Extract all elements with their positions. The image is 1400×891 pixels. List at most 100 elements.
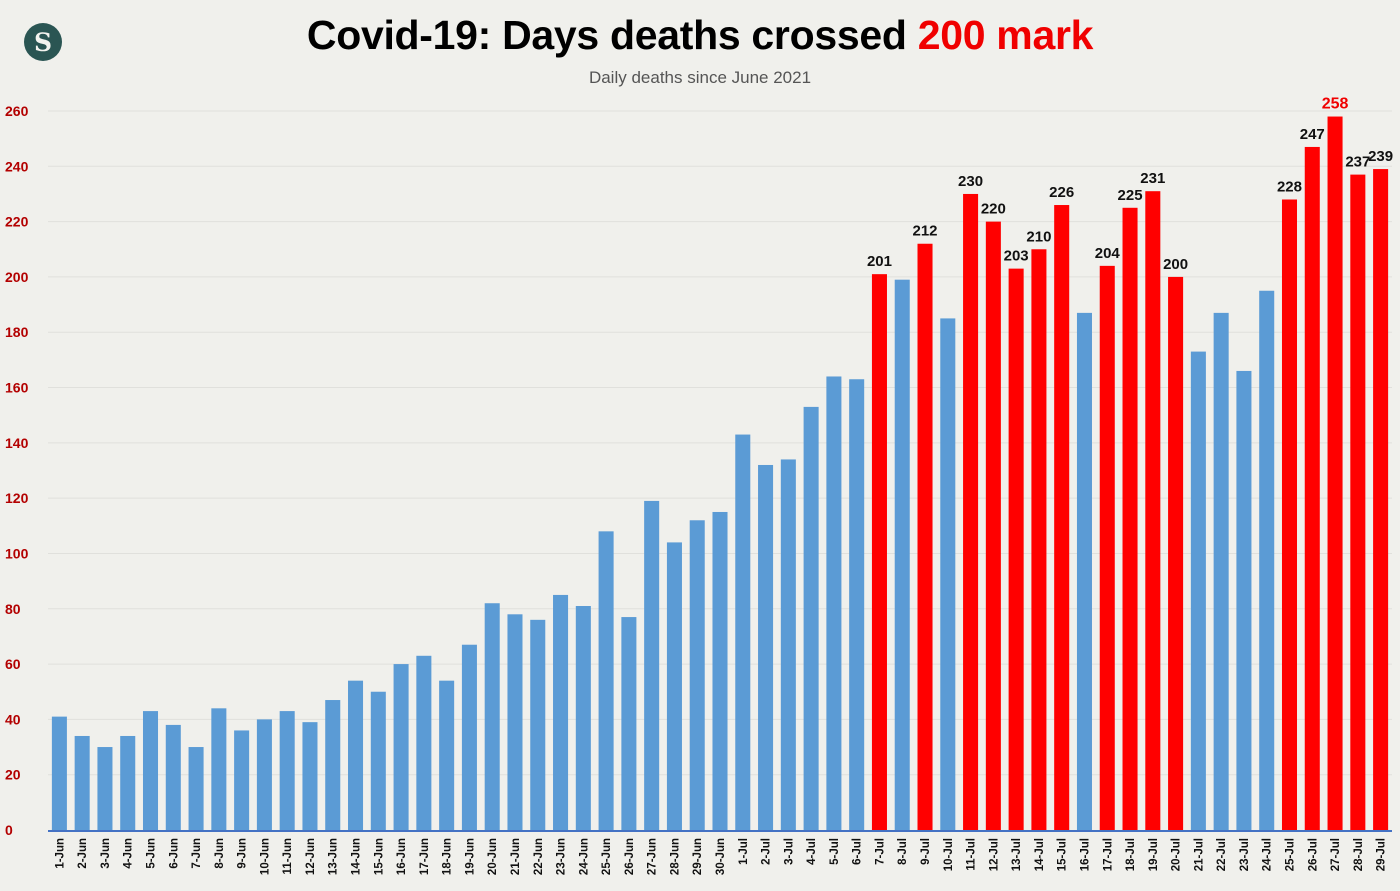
y-tick-label: 160 (5, 380, 29, 396)
bar (120, 735, 136, 830)
y-tick-label: 240 (5, 158, 29, 174)
y-tick-label: 40 (5, 711, 21, 727)
bar (142, 711, 159, 830)
bar (370, 691, 386, 830)
chart-title-main: Covid-19: Days deaths crossed (306, 12, 918, 58)
x-tick-label: 7-Jun (191, 838, 203, 869)
x-tick-label: 27-Jul (1330, 838, 1342, 871)
data-label: 230 (958, 173, 983, 190)
data-label: 203 (1004, 248, 1029, 265)
x-tick-label: 13-Jun (328, 838, 340, 875)
x-tick-label: 16-Jul (1079, 838, 1091, 871)
x-tick-label: 17-Jul (1102, 838, 1114, 871)
x-tick-label: 6-Jun (168, 838, 180, 869)
bar (1213, 312, 1229, 831)
bar (826, 376, 842, 830)
y-tick-label: 140 (5, 435, 29, 451)
bar (1259, 290, 1275, 830)
bar (211, 708, 227, 830)
bar (575, 606, 591, 830)
bar (780, 459, 796, 830)
y-tick-label: 220 (5, 214, 29, 230)
bar (325, 700, 341, 830)
bar (1168, 276, 1184, 830)
bar (279, 711, 295, 830)
chart-title-highlight: 200 mark (917, 12, 1094, 58)
bar (188, 747, 204, 830)
data-label: 200 (1163, 256, 1188, 273)
x-tick-label: 15-Jun (373, 838, 385, 875)
bar (985, 221, 1001, 831)
y-tick-label: 100 (5, 545, 29, 561)
x-tick-label: 4-Jul (806, 838, 818, 865)
logo-glyph: S (33, 27, 53, 57)
chart-subtitle: Daily deaths since June 2021 (588, 68, 812, 87)
x-tick-label: 24-Jul (1262, 838, 1274, 871)
y-tick-label: 60 (5, 656, 21, 672)
bar (621, 617, 637, 830)
data-label: 228 (1277, 178, 1302, 195)
bar (439, 680, 455, 830)
bar (803, 406, 819, 830)
bar (416, 655, 432, 830)
x-tick-label: 24-Jun (578, 838, 590, 875)
x-tick-label: 30-Jun (715, 838, 727, 875)
bar (165, 724, 181, 830)
x-tick-label: 8-Jul (897, 838, 909, 865)
bar (1350, 174, 1366, 830)
bar (1008, 268, 1024, 830)
bar (1031, 249, 1047, 830)
x-tick-label: 14-Jul (1034, 838, 1046, 871)
x-tick-label: 28-Jul (1353, 838, 1365, 871)
x-tick-label: 12-Jul (988, 838, 1000, 871)
bar (735, 434, 751, 830)
x-tick-label: 20-Jul (1171, 838, 1183, 871)
x-tick-label: 3-Jul (783, 838, 795, 865)
data-label: 247 (1300, 126, 1325, 143)
data-label: 201 (867, 253, 892, 270)
bar (51, 716, 67, 830)
x-tick-label: 10-Jun (259, 838, 271, 875)
x-tick-label: 1-Jun (54, 838, 66, 869)
bar (598, 531, 614, 830)
bar (1304, 146, 1320, 830)
bar (484, 603, 500, 830)
data-label-peak: 258 (1322, 96, 1349, 113)
x-tick-label: 22-Jun (533, 838, 545, 875)
bar (461, 644, 477, 830)
bar (644, 500, 660, 830)
publisher-logo: S (24, 23, 62, 61)
y-tick-label: 0 (5, 822, 13, 838)
x-tick-label: 10-Jul (943, 838, 955, 871)
x-tick-label: 16-Jun (396, 838, 408, 875)
x-tick-label: 19-Jun (464, 838, 476, 875)
data-label: 231 (1140, 170, 1165, 187)
data-label: 210 (1026, 228, 1051, 245)
x-tick-label: 13-Jul (1011, 838, 1023, 871)
y-tick-label: 80 (5, 601, 21, 617)
x-tick-label: 1-Jul (738, 838, 750, 865)
data-label: 220 (981, 201, 1006, 218)
y-tick-label: 120 (5, 490, 29, 506)
bar (530, 619, 546, 830)
bar (894, 279, 910, 830)
bar (553, 594, 569, 830)
chart-title: Covid-19: Days deaths crossed 200 mark (0, 12, 1400, 59)
x-tick-label: 29-Jul (1376, 838, 1388, 871)
x-tick-label: 27-Jun (647, 838, 659, 875)
bar (256, 719, 272, 830)
bar (97, 747, 113, 830)
y-axis: 0 20 40 60 80 100 120 140 160 180 200 220 240 260 (5, 103, 29, 838)
bar (348, 680, 364, 830)
x-tick-label: 28-Jun (669, 838, 681, 875)
bar (1236, 370, 1252, 830)
bar (1190, 351, 1206, 830)
x-tick-label: 29-Jun (692, 838, 704, 875)
bar (1327, 116, 1343, 831)
x-tick-label: 25-Jun (601, 838, 613, 875)
x-tick-label: 8-Jun (214, 838, 226, 869)
bar (234, 730, 250, 830)
x-tick-label: 26-Jun (624, 838, 636, 875)
